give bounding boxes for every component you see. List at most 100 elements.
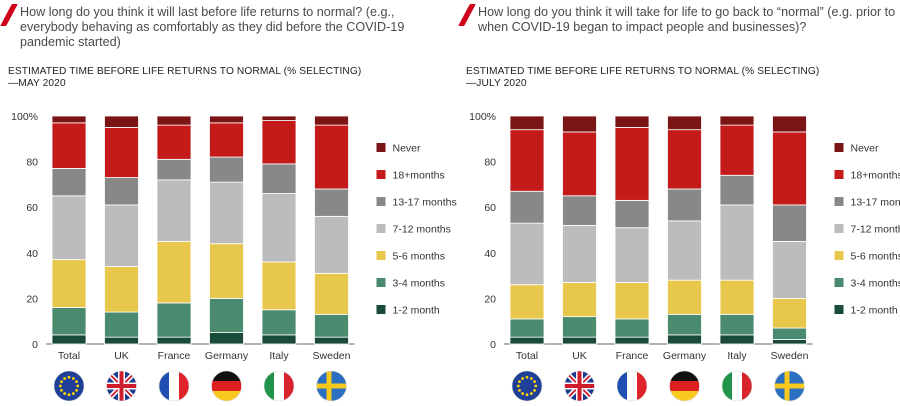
bar-segment (156, 124, 192, 160)
bar-segment (209, 156, 244, 183)
legend-label: Never (851, 143, 880, 155)
bar-segment (261, 115, 297, 121)
bar-segment (314, 124, 349, 190)
bar-segment (772, 204, 807, 242)
bar-segment (509, 284, 545, 320)
bar-segment (261, 309, 297, 336)
sweden-flag-icon (316, 370, 347, 402)
bar-segment (104, 311, 139, 338)
bar-segment (562, 316, 597, 338)
bar-segment (719, 115, 755, 126)
legend-swatch (834, 170, 844, 179)
bar-segment (209, 181, 244, 245)
bar-segment (156, 302, 192, 338)
y-tick-label: 60 (484, 202, 496, 214)
legend-label: 1-2 month (393, 305, 440, 317)
italy-flag-icon (263, 370, 295, 402)
eu-flag-icon (511, 370, 543, 402)
bar-segment (51, 122, 87, 169)
bar-segment (209, 243, 244, 299)
legend-swatch (376, 278, 386, 287)
y-tick-label: 20 (26, 293, 38, 305)
legend-swatch (834, 197, 844, 206)
chart-question: How long do you think it will take for l… (478, 5, 896, 34)
bar-segment (562, 115, 597, 133)
bar-segment (719, 279, 755, 315)
stacked-bar-chart-july: 100% 80 60 40 20 0 Total UK France Germany Italy Sw… (469, 111, 900, 402)
accent-slash (458, 4, 476, 26)
bar-segment (156, 158, 192, 181)
stacked-bar-chart-may: 100% 80 60 40 20 0 Total UK France Germany Italy Sw… (11, 111, 457, 402)
y-tick-label: 60 (26, 202, 38, 214)
bar-segment (772, 131, 807, 206)
bar-segment (614, 282, 650, 320)
bar-segment (562, 225, 597, 283)
bar-segment (772, 297, 807, 329)
legend-swatch (376, 170, 386, 179)
eu-flag-icon (53, 370, 85, 402)
bar-segment (667, 115, 702, 131)
bar-segment (562, 195, 597, 226)
legend-swatch (376, 251, 386, 260)
bar-segment (156, 179, 192, 242)
x-category-label: Sweden (313, 350, 351, 362)
bar-segment (51, 168, 87, 197)
bar-segment (667, 129, 702, 190)
sweden-flag-icon (774, 370, 805, 402)
y-tick-label: 80 (26, 157, 38, 169)
france-flag-icon (158, 370, 190, 402)
bar-segment (509, 222, 545, 286)
bar-segment (261, 334, 297, 345)
bar-segment (719, 124, 755, 176)
legend-swatch (834, 278, 844, 287)
x-category-label: Italy (727, 350, 747, 362)
bar-segment (614, 336, 650, 345)
bar-segment (104, 204, 139, 267)
x-category-label: Germany (663, 350, 707, 362)
bar-segment (614, 126, 650, 201)
bar-segment (667, 188, 702, 222)
legend-label: 5-6 months (393, 251, 446, 263)
y-tick-label: 80 (484, 157, 496, 169)
legend-label: 13-17 months (851, 197, 900, 209)
bar-segment (719, 334, 755, 345)
germany-flag-icon (669, 370, 700, 402)
bar-segment (156, 240, 192, 304)
bar-segment (667, 313, 702, 336)
bar-segment (314, 188, 349, 217)
bar-segment (104, 266, 139, 313)
bar-segment (261, 261, 297, 311)
france-flag-icon (616, 370, 648, 402)
bar-segment (509, 318, 545, 338)
chart-subtitle: ESTIMATED TIME BEFORE LIFE RETURNS TO NO… (8, 66, 362, 89)
chart-question: How long do you think it will last befor… (20, 5, 405, 49)
bar-segment (509, 336, 545, 345)
chart-panel-july: How long do you think it will take for l… (458, 0, 900, 406)
bar-segment (314, 115, 349, 126)
y-tick-label: 100% (469, 111, 496, 123)
bar-segment (51, 307, 87, 336)
bar-segment (719, 204, 755, 281)
bar-segment (719, 174, 755, 206)
legend-label: 5-6 months (851, 251, 900, 263)
bar-segment (772, 327, 807, 340)
bar-segment (104, 126, 139, 178)
bar-segment (509, 115, 545, 131)
legend-label: 1-2 month (851, 305, 898, 317)
x-category-label: UK (114, 350, 129, 362)
bar-segment (772, 115, 807, 133)
y-tick-label: 40 (26, 248, 38, 260)
y-tick-label: 20 (484, 293, 496, 305)
bar-segment (562, 131, 597, 197)
bar-segment (261, 193, 297, 263)
bar-segment (209, 332, 244, 345)
bar-segment (719, 313, 755, 336)
x-category-label: France (616, 350, 649, 362)
x-category-label: Total (516, 350, 538, 362)
y-tick-label: 100% (11, 111, 38, 123)
legend-swatch (834, 143, 844, 152)
bar-segment (261, 163, 297, 194)
bar-segment (614, 115, 650, 128)
bar-segment (509, 129, 545, 192)
legend-label: 18+months (393, 170, 445, 182)
